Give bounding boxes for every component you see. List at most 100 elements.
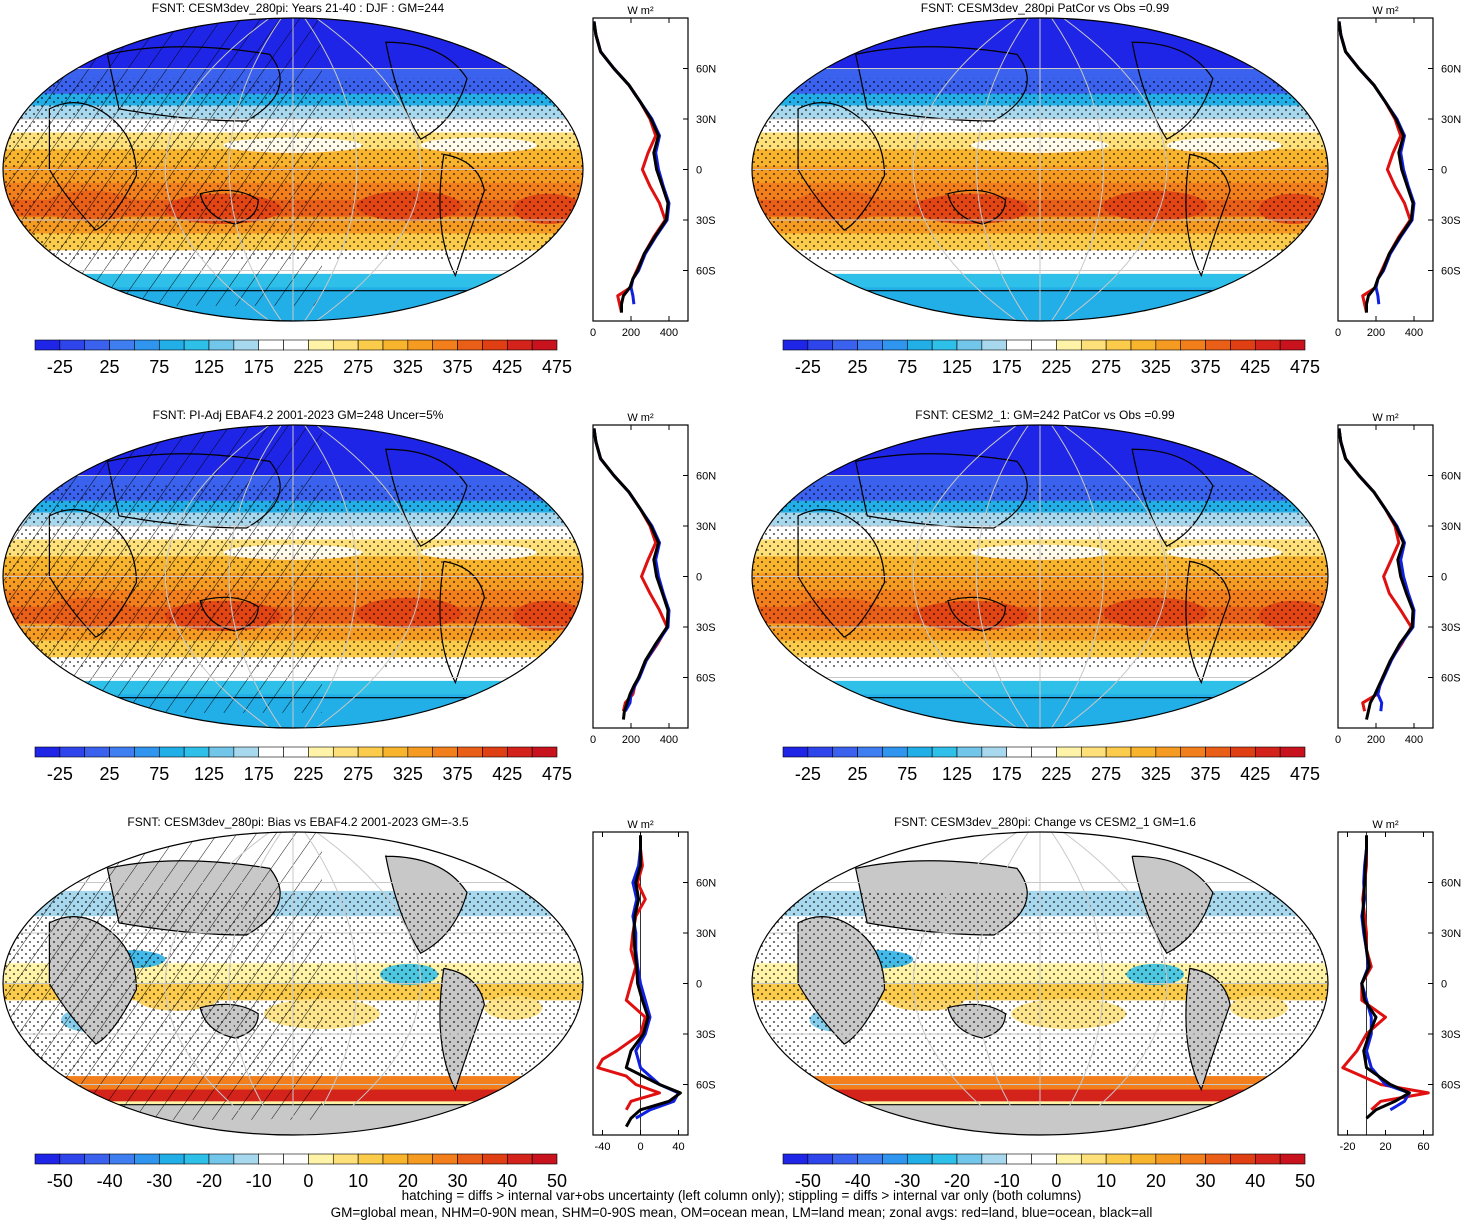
lat-tick-label: 30S [1441,215,1461,227]
colorbar-label: 475 [1290,357,1320,377]
colorbar-label: -20 [944,1171,970,1191]
colorbar-box [1279,746,1306,758]
lat-tick-label: 60S [696,1080,716,1092]
colorbar-box [531,339,558,351]
colorbar-box [807,746,834,758]
colorbar-label: 30 [1196,1171,1216,1191]
colorbar-box [332,339,359,351]
map-outline [2,424,584,729]
panel-1: FSNT: CESM3dev_280pi: Years 21-40 : DJF … [2,1,716,377]
colorbar-box [233,339,260,351]
colorbar-box [1205,746,1231,758]
colorbar-box [1130,339,1157,351]
colorbar-box [1230,1153,1256,1165]
zonal-xtick-label: 40 [672,1141,684,1153]
colorbar-box [1155,746,1182,758]
zonal-series-all [624,835,682,1128]
colorbar-label: 275 [1091,357,1121,377]
colorbar-box [59,339,86,351]
colorbar-box [1056,339,1082,351]
colorbar-box [906,339,933,351]
colorbar-label: 425 [1240,764,1270,784]
colorbar-box [233,1153,260,1165]
colorbar-label: 175 [992,764,1022,784]
colorbar-box [807,1153,834,1165]
colorbar-box [807,339,834,351]
zonal-xtick-label: 60 [1417,1141,1429,1153]
zonal-series-all [592,21,670,313]
zonal-series-all [592,428,670,720]
colorbar-box [882,1153,908,1165]
lat-tick-label: 0 [1441,165,1447,177]
map-field [752,425,1328,728]
zonal-series-land [596,835,661,1111]
colorbar-label: -30 [146,1171,172,1191]
zonal-series-ocean [1337,428,1416,712]
panel-3: FSNT: PI-Adj EBAF4.2 2001-2023 GM=248 Un… [2,408,716,784]
colorbar-label: 375 [443,357,473,377]
zonal-xtick-label: 400 [1405,734,1423,746]
zonal-xtick-label: 400 [660,734,678,746]
colorbar-box [931,746,958,758]
colorbar-box [1031,746,1057,758]
colorbar-box [183,1153,210,1165]
zonal-units-label: W m² [627,5,654,17]
zonal-series-all [1360,835,1411,1120]
colorbar-box [1180,746,1206,758]
colorbar-label: 475 [542,357,572,377]
colorbar-label: 375 [1191,357,1221,377]
map-outline [751,831,1329,1136]
colorbar-box [1006,746,1032,758]
lat-tick-label: 60N [696,878,716,890]
colorbar-label: -50 [795,1171,821,1191]
colorbar-box [158,339,185,351]
colorbar-box [906,1153,933,1165]
colorbar-box [956,339,983,351]
zonal-series-all [1337,21,1415,313]
colorbar-box [1279,339,1306,351]
colorbar-box [357,1153,384,1165]
zonal-xtick-label: 200 [1367,734,1385,746]
graticule [752,18,1328,321]
zonal-series-ocean [592,21,671,305]
colorbar-box [1006,339,1032,351]
colorbar-box [233,746,260,758]
zonal-xtick-label: 400 [1405,327,1423,339]
colorbar-box [1031,339,1057,351]
colorbar-box [1105,339,1132,351]
zonal-series-ocean [592,428,671,712]
lat-tick-label: 0 [1441,572,1447,584]
zonal-xtick-label: 0 [1335,734,1341,746]
colorbar-label: -30 [894,1171,920,1191]
lat-tick-label: 30N [696,521,716,533]
zonal-series-ocean [1337,21,1416,305]
zonal-xtick-label: -20 [1340,1141,1356,1153]
colorbar-label: 175 [244,357,274,377]
colorbar-box [382,746,409,758]
colorbar-box [506,339,533,351]
colorbar-box [308,339,334,351]
colorbar-box [981,746,1008,758]
colorbar-label: -25 [795,764,821,784]
zonal-xtick-label: 0 [1335,327,1341,339]
colorbar-box [1105,746,1132,758]
colorbar-box [857,746,883,758]
colorbar-box [1056,746,1082,758]
zonal-frame [1337,424,1434,729]
map-field [3,18,583,321]
colorbar-box [432,746,458,758]
panel-title: FSNT: CESM3dev_280pi: Years 21-40 : DJF … [152,1,445,15]
colorbar-label: 20 [398,1171,418,1191]
colorbar-label: 425 [492,357,522,377]
colorbar-label: 10 [1096,1171,1116,1191]
colorbar-box [59,746,86,758]
panel-4: FSNT: CESM2_1: GM=242 PatCor vs Obs =0.9… [751,408,1461,784]
lat-tick-label: 30S [696,622,716,634]
colorbar-box [1080,1153,1107,1165]
lat-tick-label: 60N [1441,64,1461,76]
colorbar-label: -25 [47,764,73,784]
colorbar-box [208,339,235,351]
colorbar-box [981,339,1008,351]
colorbar-label: 25 [848,764,868,784]
